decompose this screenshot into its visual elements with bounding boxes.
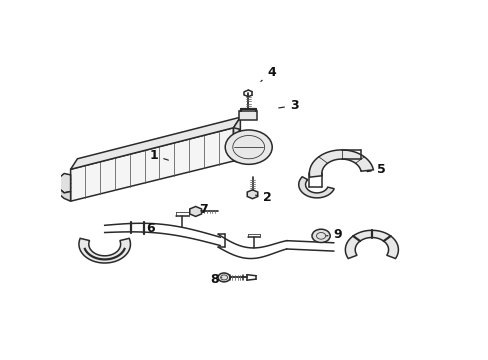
Polygon shape [309,150,373,177]
Circle shape [218,273,230,282]
Polygon shape [247,190,257,199]
Polygon shape [233,117,240,161]
Polygon shape [298,177,334,198]
Text: 9: 9 [326,228,342,241]
Text: 1: 1 [149,149,168,162]
Polygon shape [59,174,70,193]
Polygon shape [345,230,398,258]
Text: 6: 6 [145,222,154,235]
Circle shape [225,130,272,164]
Text: 2: 2 [255,190,271,203]
Text: 3: 3 [278,99,298,112]
Bar [239,111,257,120]
Text: 7: 7 [199,203,207,216]
Circle shape [311,229,329,243]
Polygon shape [70,117,240,169]
Polygon shape [70,128,233,201]
Polygon shape [189,207,201,216]
Polygon shape [79,238,130,263]
Text: 8: 8 [210,273,222,286]
Polygon shape [59,189,70,201]
Text: 5: 5 [366,163,385,176]
Polygon shape [233,128,239,162]
Text: 4: 4 [260,66,275,81]
